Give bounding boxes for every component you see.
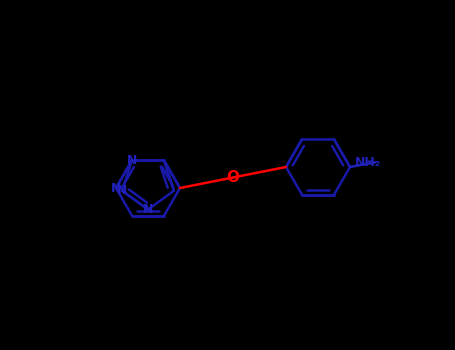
- Text: N: N: [117, 184, 127, 197]
- Text: N: N: [143, 203, 153, 216]
- Text: O: O: [227, 170, 239, 185]
- Text: NH₂: NH₂: [355, 155, 381, 168]
- Text: N: N: [127, 154, 137, 167]
- Text: N: N: [111, 182, 121, 195]
